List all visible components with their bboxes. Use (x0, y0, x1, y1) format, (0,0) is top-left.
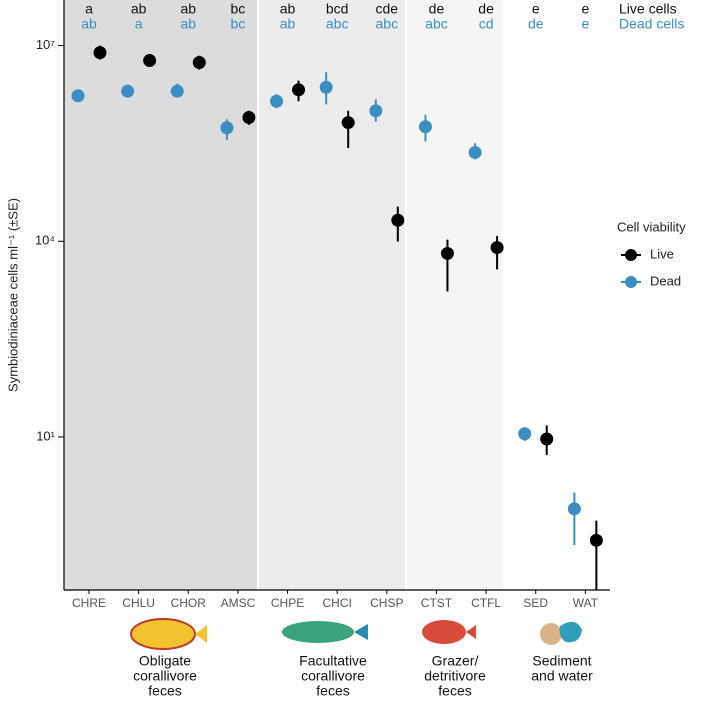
significance-letter: de (478, 1, 494, 17)
fish-tail (195, 625, 207, 643)
group-label: corallivore (133, 668, 197, 684)
mean-point (170, 84, 184, 98)
significance-letter: ab (131, 1, 147, 17)
mean-point (192, 56, 206, 70)
x-tick-label: CHLU (122, 596, 155, 610)
fish-icon (130, 618, 196, 650)
group-label: Sediment (532, 653, 591, 669)
panel-backgrounds (64, 0, 503, 590)
mean-point (589, 533, 603, 547)
legend-label: Live (650, 246, 674, 261)
significance-letter: bc (231, 1, 246, 17)
group-label: feces (148, 683, 181, 696)
fish-tail (354, 624, 368, 640)
significance-letter: ab (180, 16, 196, 32)
x-tick-label: CHOR (171, 596, 207, 610)
group-label: Obligate (139, 653, 191, 669)
fish-tail (466, 625, 476, 639)
mean-point (540, 432, 554, 446)
letters-title: Dead cells (619, 16, 684, 32)
significance-letter: ab (81, 16, 97, 32)
sediment-icon (540, 623, 562, 645)
significance-letter: cde (376, 1, 399, 17)
x-tick-label: CHRE (72, 596, 106, 610)
water-icon (559, 621, 582, 643)
fish-icons (130, 618, 582, 650)
x-tick-label: CHSP (370, 596, 403, 610)
mean-point (93, 46, 107, 60)
mean-point (418, 120, 432, 134)
significance-letter: de (528, 16, 544, 32)
panel-bg (259, 0, 405, 590)
mean-point (143, 54, 157, 68)
group-label: Grazer/ (432, 653, 479, 669)
significance-letter: a (135, 16, 143, 32)
mean-point (490, 241, 504, 255)
fish-icon (422, 620, 466, 644)
significance-letter: ab (280, 1, 296, 17)
y-tick-label: 10¹ (36, 428, 55, 443)
x-tick-label: WAT (573, 596, 599, 610)
group-label: and water (531, 668, 593, 684)
mean-point (440, 246, 454, 260)
mean-point (567, 502, 581, 516)
legend-title: Cell viability (617, 219, 686, 234)
mean-point (341, 116, 355, 130)
mean-point (292, 83, 306, 97)
group-label: feces (316, 683, 349, 696)
x-tick-label: CTST (421, 596, 453, 610)
mean-point (121, 84, 135, 98)
significance-letter: cd (479, 16, 494, 32)
significance-letter: a (85, 1, 93, 17)
significance-letter: ab (280, 16, 296, 32)
significance-letter: abc (376, 16, 399, 32)
mean-point (391, 213, 405, 227)
significance-letter: bcd (326, 1, 349, 17)
letters-title: Live cells (619, 1, 677, 17)
mean-point (468, 145, 482, 159)
significance-letter: ab (180, 1, 196, 17)
mean-point (369, 104, 383, 118)
significance-letter: de (429, 1, 445, 17)
x-tick-label: CHCI (323, 596, 352, 610)
mean-point (270, 94, 284, 108)
mean-point (518, 427, 532, 441)
legend-marker (625, 249, 637, 261)
group-label: corallivore (301, 668, 365, 684)
y-axis-title: Symbiodiniaceae cells ml⁻¹ (±SE) (5, 198, 20, 392)
mean-point (242, 110, 256, 124)
x-tick-label: SED (523, 596, 548, 610)
group-label: Facultative (299, 653, 367, 669)
legend-label: Dead (650, 273, 681, 288)
legend-marker (625, 276, 637, 288)
y-tick-label: 10⁷ (36, 37, 55, 52)
panel-bg (64, 0, 257, 590)
mean-point (71, 89, 85, 103)
significance-letter: bc (231, 16, 246, 32)
significance-letter: e (581, 16, 589, 32)
group-label: detritivore (424, 668, 486, 684)
significance-letter: e (581, 1, 589, 17)
panel-bg (407, 0, 503, 590)
mean-point (319, 80, 333, 94)
fish-icon (282, 621, 354, 643)
significance-letter: e (532, 1, 540, 17)
mean-point (220, 121, 234, 135)
y-tick-label: 10⁴ (35, 233, 55, 248)
x-tick-label: AMSC (221, 596, 256, 610)
group-label: feces (438, 683, 471, 696)
x-tick-label: CHPE (271, 596, 304, 610)
significance-letter: abc (326, 16, 349, 32)
x-tick-label: CTFL (471, 596, 501, 610)
significance-letter: abc (425, 16, 448, 32)
